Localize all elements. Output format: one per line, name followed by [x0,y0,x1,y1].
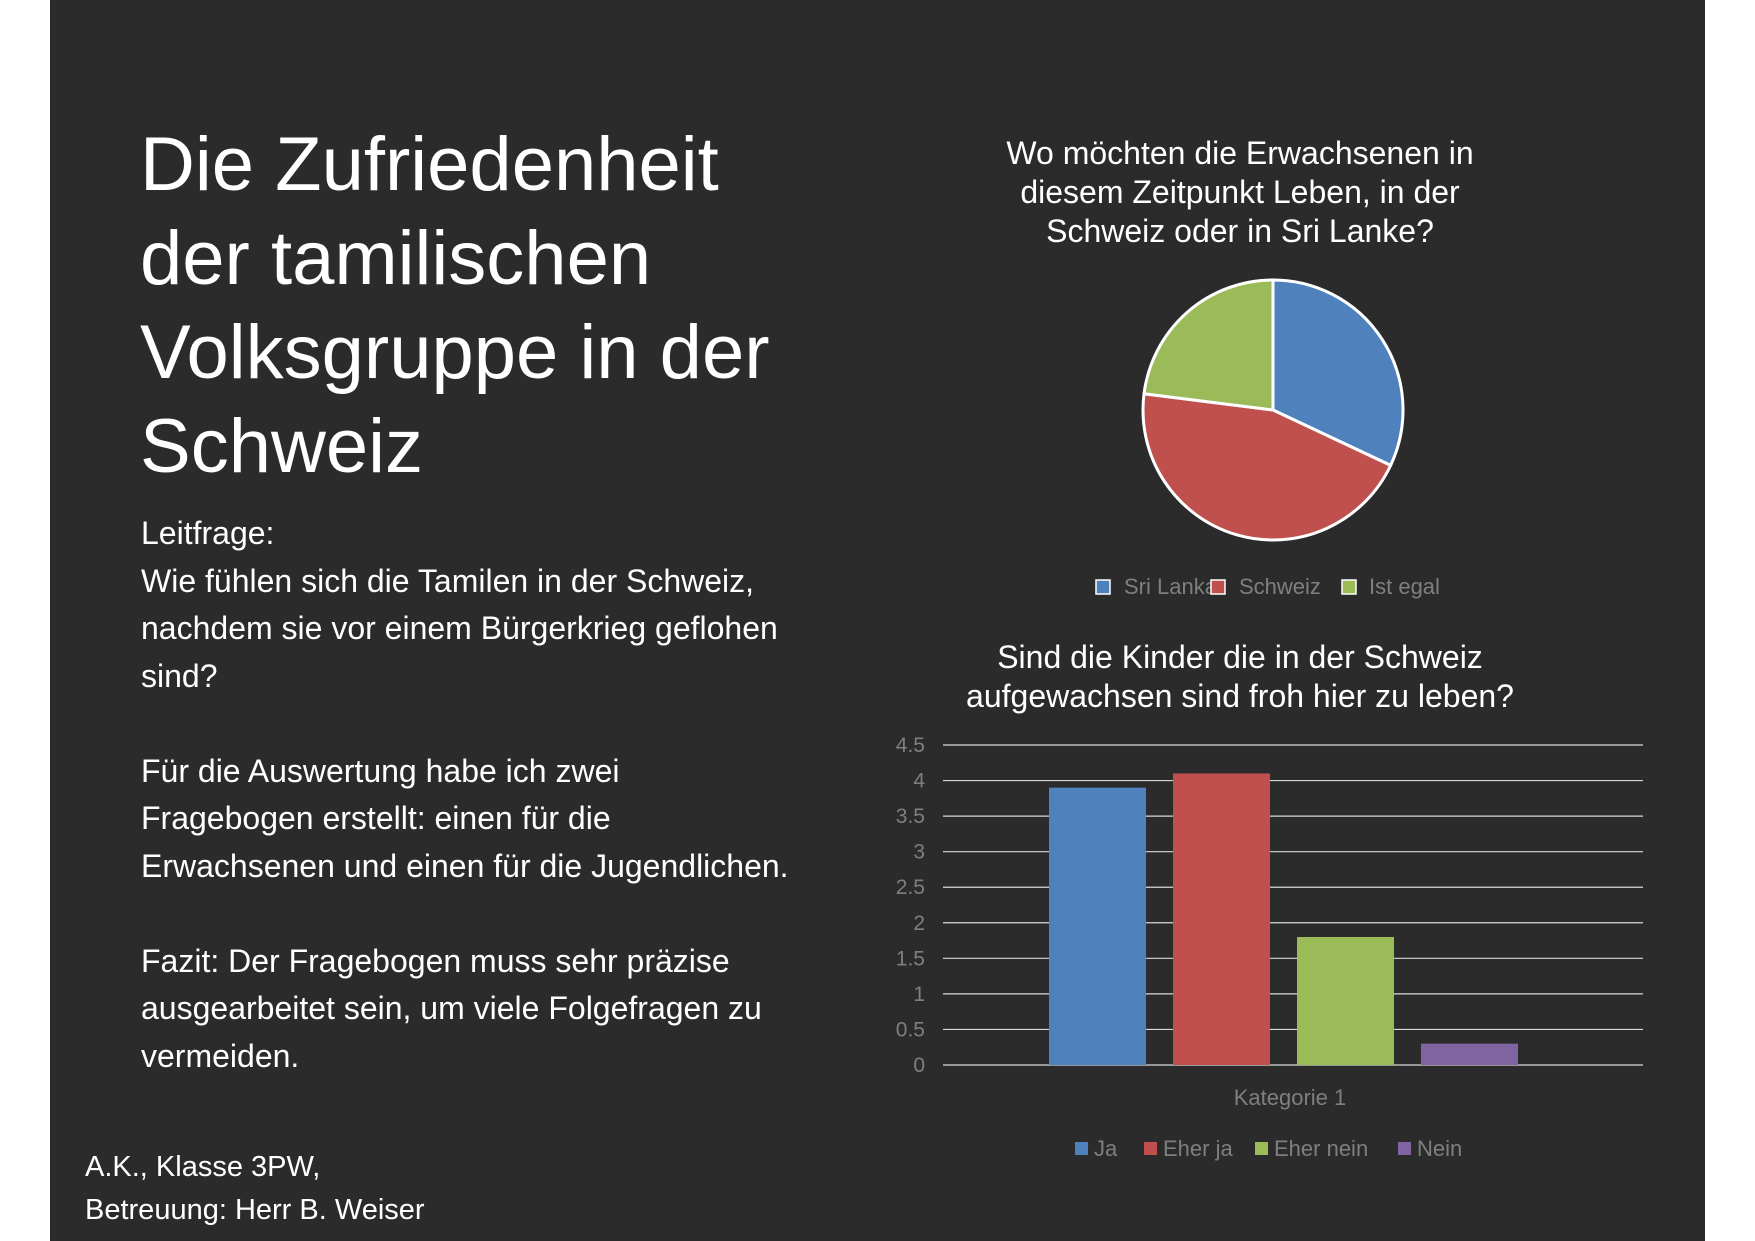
bar-y-tick-label: 1 [913,983,925,1006]
fazit-line: ausgearbeitet sein, um viele Folgefragen… [141,990,762,1026]
bar-legend-label-eher-ja: Eher ja [1163,1136,1233,1161]
auswertung-line: Für die Auswertung habe ich zwei [141,752,620,789]
pie-legend-label-ist-egal: Ist egal [1369,574,1440,599]
auswertung-line: Fragebogen erstellt: einen für die [141,800,611,836]
bar-ja [1049,787,1146,1065]
bar-y-tick-label: 2.5 [896,876,925,899]
bar-legend-label-ja: Ja [1094,1136,1118,1161]
bar-x-category-label: Kategorie 1 [1234,1085,1347,1110]
bar-y-tick-label: 0 [913,1054,925,1077]
bar-legend-swatch-nein [1398,1142,1411,1155]
fazit-line: vermeiden. [141,1037,300,1074]
bar-y-tick-label: 4.5 [896,734,925,757]
supervisor-line: Betreuung: Herr B. Weiser [85,1194,425,1226]
author-line: A.K., Klasse 3PW, [85,1151,321,1183]
fazit-line: Fazit: Der Fragebogen muss sehr präzise [141,942,730,979]
bar-legend-label-nein: Nein [1417,1136,1462,1161]
bar-chart-title: Sind die Kinder die in der Schweiz aufge… [966,639,1514,714]
body-text: Leitfrage: Wie fühlen sich die Tamilen i… [141,510,901,1080]
footer: A.K., Klasse 3PW, Betreuung: Herr B. Wei… [85,1146,425,1232]
bar-y-tick-label: 4 [913,770,925,793]
bar-y-tick-label: 0.5 [896,1018,925,1041]
pie-slice-ist-egal [1142,278,1275,412]
bar-eher-ja [1173,773,1270,1065]
bar-eher-nein [1297,937,1394,1065]
leitfrage-label: Leitfrage: [141,515,275,551]
pie-legend-swatch-sri-lanka [1095,579,1111,595]
pie-legend-swatch-schweiz [1210,579,1226,595]
bar-y-tick-label: 3 [913,841,925,864]
pie-legend-label-schweiz: Schweiz [1239,574,1321,599]
bar-y-tick-label: 1.5 [896,947,925,970]
pie-legend-swatch-ist-egal [1341,579,1357,595]
pie-chart-title: Wo möchten die Erwachsenen in diesem Zei… [1006,135,1474,249]
leitfrage-line: nachdem sie vor einem Bürgerkrieg gefloh… [141,610,778,646]
bar-legend-swatch-ja [1075,1142,1088,1155]
bar-nein [1421,1043,1518,1065]
bar-legend-swatch-eher-nein [1255,1142,1268,1155]
bar-y-tick-label: 2 [913,912,925,935]
auswertung-line: Erwachsenen und einen für die Jugendlich… [141,847,789,884]
pie-legend-label-sri-lanka: Sri Lanka [1124,574,1218,599]
slide: Die Zufriedenheit der tamilischen Volksg… [50,0,1705,1241]
charts-canvas: Sri Lanka Schweiz Ist egal 0 0.5 1 1.5 2 2.5 3 3.5… [896,278,1643,1161]
slide-title: Die Zufriedenheit der tamilischen Volksg… [140,122,770,489]
bar-legend-label-eher-nein: Eher nein [1274,1136,1368,1161]
pie-slice-schweiz [1141,392,1393,542]
leitfrage-line: sind? [141,657,218,694]
bar-y-tick-label: 3.5 [896,805,925,828]
pie-slice-sri-lanka [1271,278,1405,468]
bar-legend-swatch-eher-ja [1144,1142,1157,1155]
leitfrage-line: Wie fühlen sich die Tamilen in der Schwe… [141,562,755,599]
